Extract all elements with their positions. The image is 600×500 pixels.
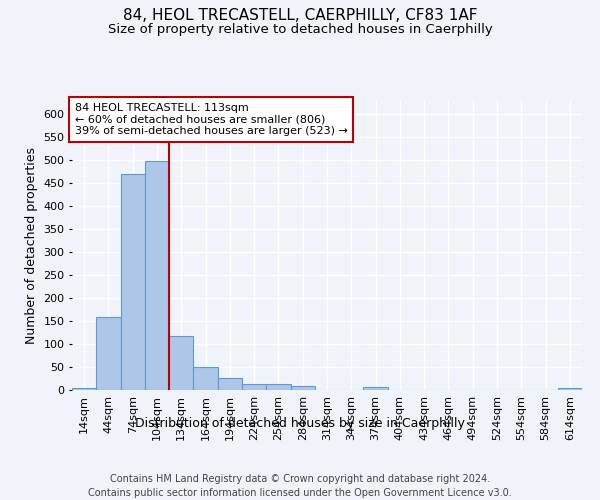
- Bar: [169, 336, 193, 390]
- Text: Contains HM Land Registry data © Crown copyright and database right 2024.
Contai: Contains HM Land Registry data © Crown c…: [88, 474, 512, 498]
- Text: Size of property relative to detached houses in Caerphilly: Size of property relative to detached ho…: [107, 22, 493, 36]
- Bar: [72, 388, 96, 390]
- Bar: [242, 384, 266, 390]
- Bar: [266, 384, 290, 390]
- Bar: [218, 378, 242, 390]
- Text: 84, HEOL TRECASTELL, CAERPHILLY, CF83 1AF: 84, HEOL TRECASTELL, CAERPHILLY, CF83 1A…: [123, 8, 477, 22]
- Text: 84 HEOL TRECASTELL: 113sqm
← 60% of detached houses are smaller (806)
39% of sem: 84 HEOL TRECASTELL: 113sqm ← 60% of deta…: [74, 103, 347, 136]
- Bar: [558, 388, 582, 390]
- Bar: [121, 174, 145, 390]
- Bar: [193, 368, 218, 390]
- Bar: [290, 386, 315, 390]
- Text: Distribution of detached houses by size in Caerphilly: Distribution of detached houses by size …: [135, 418, 465, 430]
- Y-axis label: Number of detached properties: Number of detached properties: [25, 146, 38, 344]
- Bar: [145, 161, 169, 390]
- Bar: [364, 387, 388, 390]
- Bar: [96, 318, 121, 390]
